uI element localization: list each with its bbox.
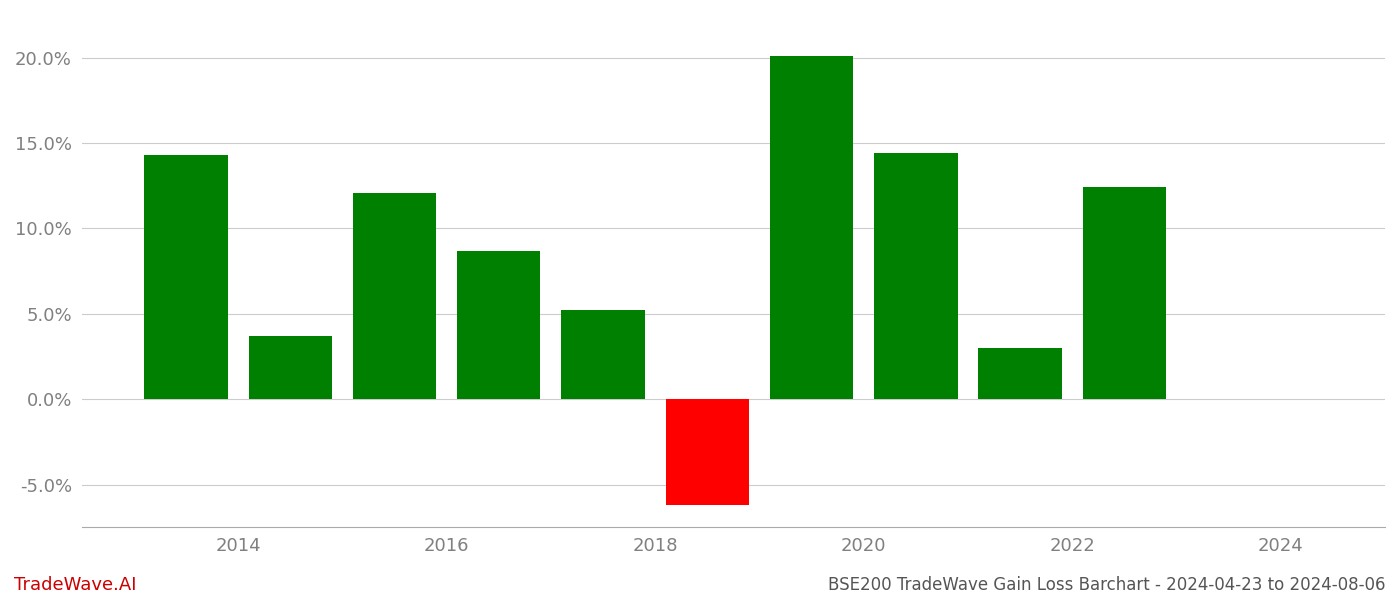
Bar bbox=[249, 336, 332, 399]
Text: TradeWave.AI: TradeWave.AI bbox=[14, 576, 137, 594]
Text: BSE200 TradeWave Gain Loss Barchart - 2024-04-23 to 2024-08-06: BSE200 TradeWave Gain Loss Barchart - 20… bbox=[829, 576, 1386, 594]
Bar bbox=[770, 56, 853, 399]
Bar bbox=[665, 399, 749, 505]
Bar bbox=[144, 155, 228, 399]
Bar bbox=[874, 154, 958, 399]
Bar bbox=[353, 193, 437, 399]
Bar bbox=[561, 310, 645, 399]
Bar bbox=[456, 251, 540, 399]
Bar bbox=[1082, 187, 1166, 399]
Bar bbox=[979, 348, 1061, 399]
